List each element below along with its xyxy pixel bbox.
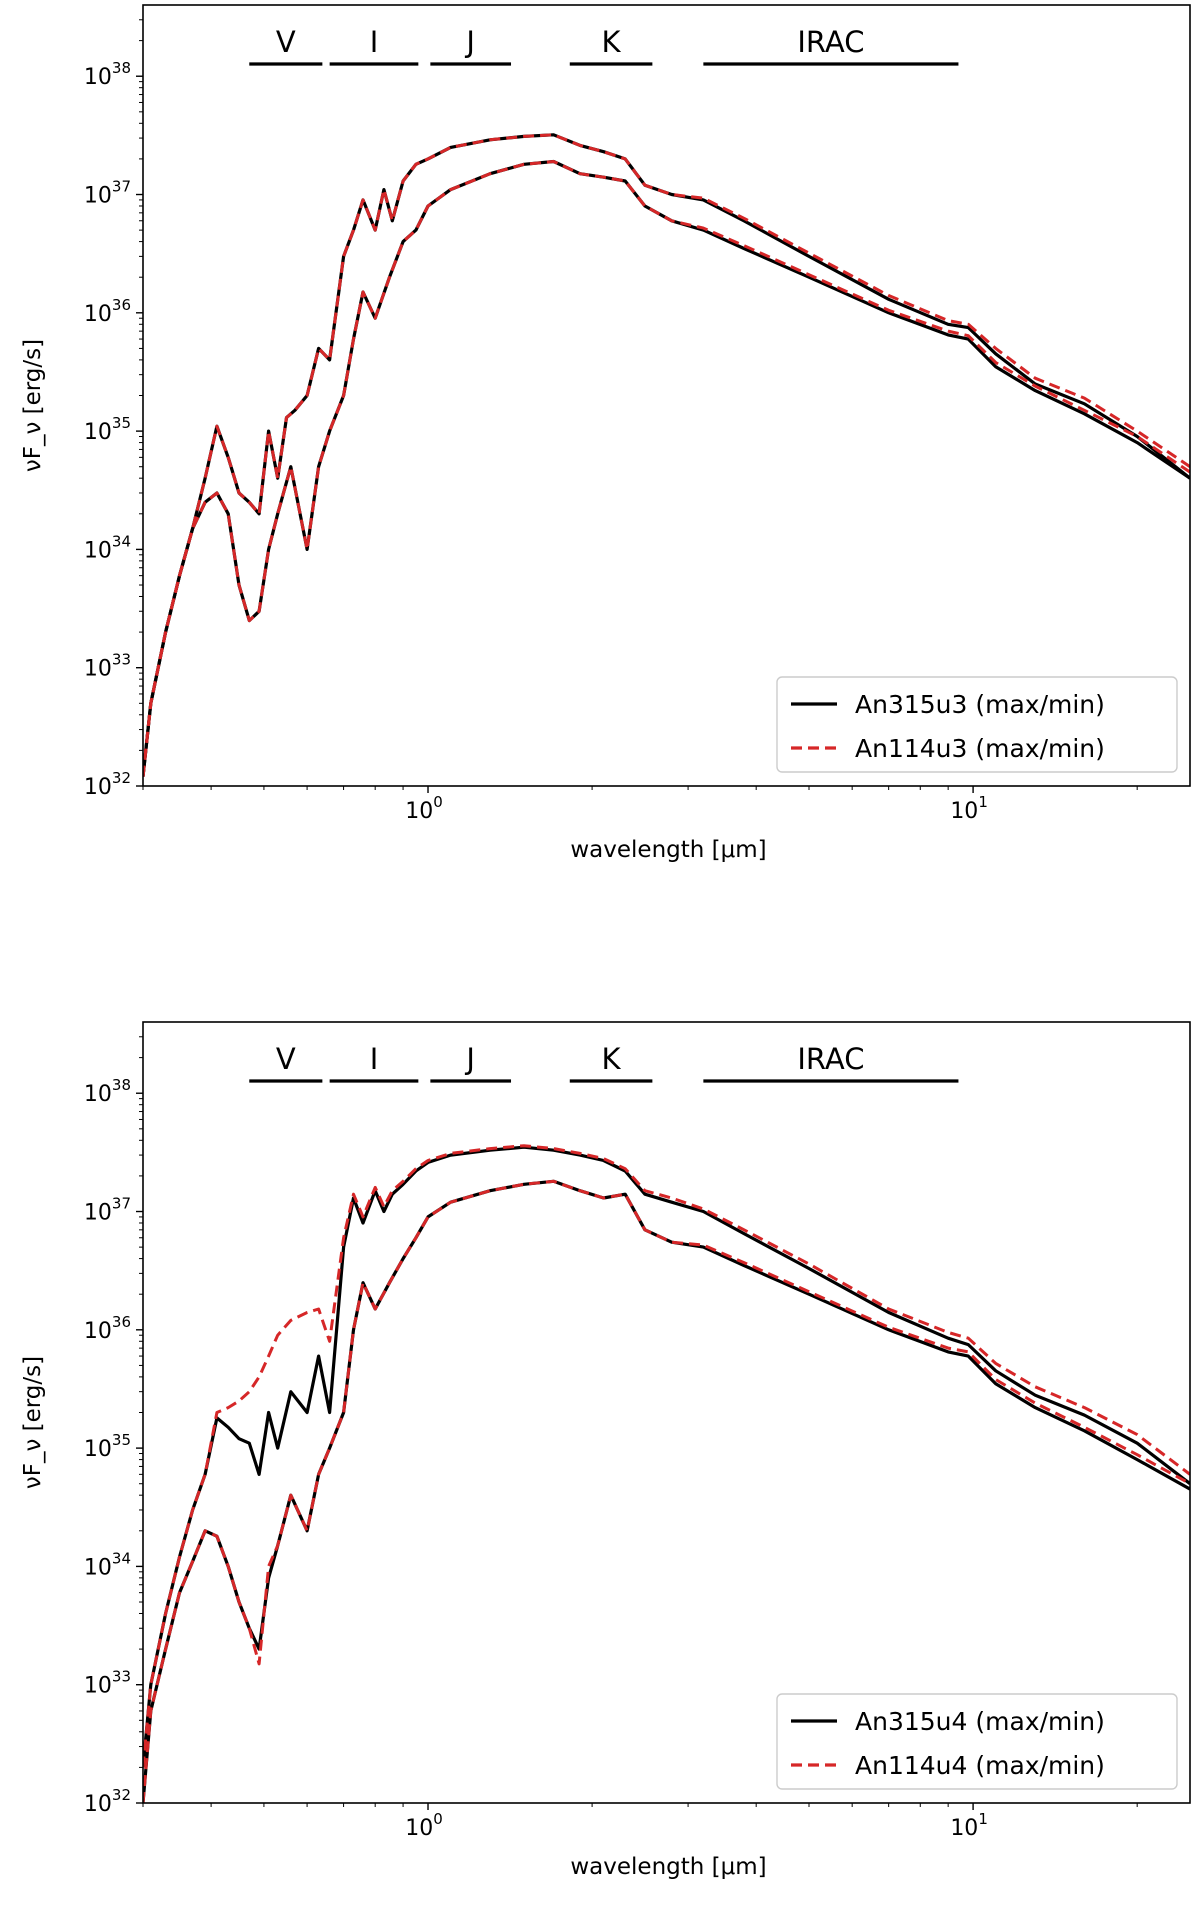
series-line-an315u4-min xyxy=(143,1179,1190,1803)
band-label-i: I xyxy=(370,1042,379,1076)
x-tick-label: 100 xyxy=(405,793,443,824)
y-tick-label: 1032 xyxy=(84,769,131,800)
x-axis-label: wavelength [μm] xyxy=(570,837,766,863)
y-tick-label: 1038 xyxy=(84,59,131,90)
band-label-k: K xyxy=(602,25,622,59)
y-axis-label: νF_ν [erg/s] xyxy=(20,339,46,472)
y-tick-label: 1036 xyxy=(84,1313,131,1344)
y-tick-label: 1034 xyxy=(84,532,131,563)
y-tick-label: 1038 xyxy=(84,1076,131,1107)
series-line-an114u3-max xyxy=(143,133,1190,777)
panel-top: 1032 1033 1034 1035 1036 1037 1038 100 101 wavele… xyxy=(20,4,1191,863)
legend-box xyxy=(776,1693,1178,1790)
y-tick-label: 1033 xyxy=(84,651,131,682)
y-axis-label: νF_ν [erg/s] xyxy=(20,1356,46,1489)
y-tick-label: 1032 xyxy=(84,1786,131,1817)
legend-label: An114u4 (max/min) xyxy=(855,1751,1105,1780)
y-tick-label: 1035 xyxy=(84,1431,131,1462)
legend-label: An114u3 (max/min) xyxy=(855,734,1105,763)
band-label-j: J xyxy=(464,1042,475,1076)
x-tick-label: 101 xyxy=(950,793,988,824)
y-tick-label: 1033 xyxy=(84,1668,131,1699)
band-label-irac: IRAC xyxy=(797,1042,864,1076)
band-label-v: V xyxy=(276,1042,296,1076)
band-label-i: I xyxy=(370,25,379,59)
band-label-irac: IRAC xyxy=(797,25,864,59)
legend-box xyxy=(776,676,1178,773)
series-line-an114u3-min xyxy=(143,160,1190,777)
y-tick-label: 1037 xyxy=(84,1195,131,1226)
series-line-an114u4-max xyxy=(143,1144,1190,1768)
y-tick-label: 1037 xyxy=(84,178,131,209)
legend-label: An315u3 (max/min) xyxy=(855,690,1105,719)
y-tick-label: 1035 xyxy=(84,414,131,445)
x-axis-label: wavelength [μm] xyxy=(570,1854,766,1880)
band-label-v: V xyxy=(276,25,296,59)
y-tick-label: 1034 xyxy=(84,1549,131,1580)
x-tick-label: 101 xyxy=(950,1810,988,1841)
panel-bottom: 1032 1033 1034 1035 1036 1037 1038 100 101 wavele… xyxy=(20,1021,1191,1880)
series-line-an114u4-min xyxy=(143,1179,1190,1803)
band-label-k: K xyxy=(602,1042,622,1076)
y-tick-label: 1036 xyxy=(84,296,131,327)
legend-label: An315u4 (max/min) xyxy=(855,1707,1105,1736)
series-line-an315u4-max xyxy=(143,1145,1190,1768)
band-label-j: J xyxy=(464,25,475,59)
x-tick-label: 100 xyxy=(405,1810,443,1841)
